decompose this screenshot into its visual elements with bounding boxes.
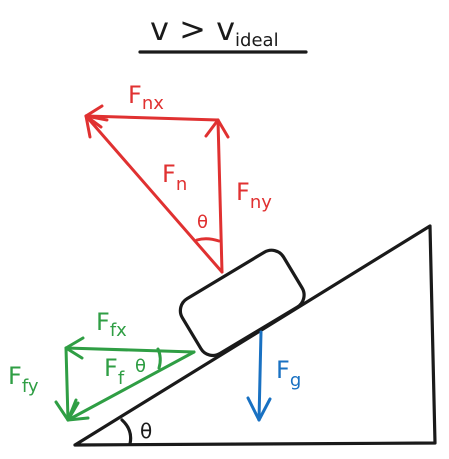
incline-angle-arc bbox=[120, 418, 133, 446]
normal-angle-arc bbox=[195, 237, 221, 243]
friction-force-horizontal-arrowhead bbox=[64, 336, 85, 360]
ff-label: Ff bbox=[104, 354, 125, 389]
gravity-force-group: Fg bbox=[246, 330, 301, 422]
normal-force-arrow bbox=[84, 114, 224, 274]
block bbox=[178, 248, 306, 358]
fg-label: Fg bbox=[276, 356, 301, 391]
friction-theta-label: θ bbox=[135, 356, 146, 377]
svg-text:v > videal: v > videal bbox=[150, 10, 279, 51]
normal-force-vertical-arrow bbox=[216, 118, 224, 274]
friction-force-vertical-arrow bbox=[64, 346, 70, 422]
normal-force-vertical-arrowhead bbox=[204, 118, 230, 139]
normal-theta-label: θ bbox=[197, 212, 208, 233]
friction-force-group: θ Ffx Ff Ffy bbox=[8, 308, 196, 422]
friction-force-horizontal-arrow bbox=[64, 346, 196, 354]
title: v > videal bbox=[138, 10, 308, 54]
fnx-label: Fnx bbox=[128, 81, 164, 114]
incline-theta-label: θ bbox=[140, 419, 152, 443]
normal-force-horizontal-arrowhead bbox=[84, 104, 104, 129]
friction-force-arrow bbox=[66, 350, 196, 422]
normal-force-horizontal-arrow bbox=[84, 114, 220, 122]
gravity-force-arrowhead bbox=[246, 396, 272, 422]
ffx-label: Ffx bbox=[96, 308, 127, 341]
fny-label: Fny bbox=[236, 178, 272, 213]
ffy-label: Ffy bbox=[8, 362, 39, 397]
friction-force-vertical-arrowhead bbox=[54, 400, 80, 422]
title-main: v > v bbox=[150, 10, 235, 48]
friction-angle-arc bbox=[156, 347, 162, 370]
normal-force-group: θ Fnx Fn Fny bbox=[84, 81, 272, 274]
title-subscript: ideal bbox=[235, 30, 279, 51]
gravity-force-arrow bbox=[257, 330, 263, 422]
fn-label: Fn bbox=[162, 160, 187, 195]
